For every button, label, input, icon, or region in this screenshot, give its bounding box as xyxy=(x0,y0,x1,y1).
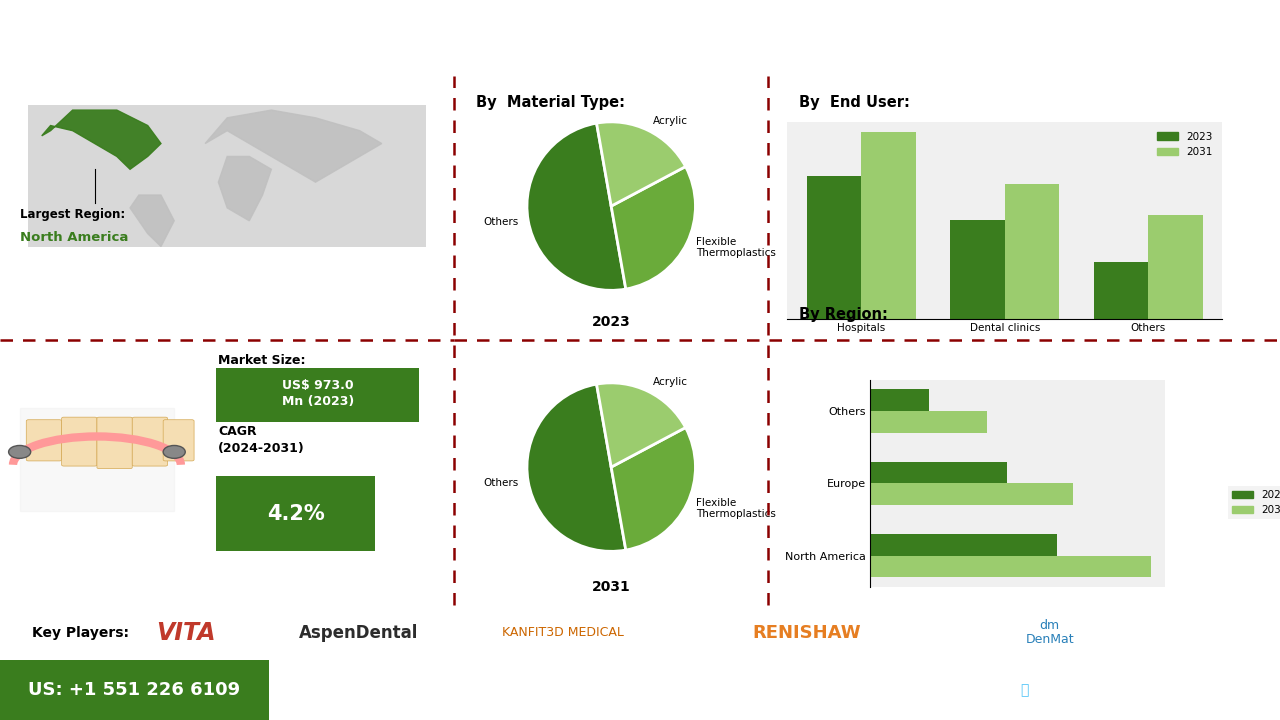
Wedge shape xyxy=(596,122,686,206)
FancyBboxPatch shape xyxy=(61,417,97,466)
Text: ⬛: ⬛ xyxy=(1020,683,1028,697)
FancyBboxPatch shape xyxy=(28,105,426,246)
Text: Key Players:: Key Players: xyxy=(32,626,129,639)
Bar xyxy=(870,411,987,433)
Text: North America: North America xyxy=(19,231,128,244)
Bar xyxy=(1148,215,1203,318)
Bar xyxy=(1093,261,1148,318)
Legend: 2023, 2031: 2023, 2031 xyxy=(1153,127,1217,161)
Circle shape xyxy=(9,446,31,459)
Text: By Region:: By Region: xyxy=(799,307,888,323)
Text: RENISHAW: RENISHAW xyxy=(753,624,860,642)
Text: By  End User:: By End User: xyxy=(799,95,910,110)
Text: CAGR
(2024-2031): CAGR (2024-2031) xyxy=(219,425,305,455)
Polygon shape xyxy=(219,156,271,221)
Bar xyxy=(806,176,861,318)
Bar xyxy=(861,132,916,318)
Bar xyxy=(870,534,1057,556)
FancyBboxPatch shape xyxy=(0,660,269,720)
Text: INSIGHT ACE ANALYTIC: INSIGHT ACE ANALYTIC xyxy=(1037,683,1216,697)
Text: Others: Others xyxy=(483,217,518,228)
Wedge shape xyxy=(527,123,626,290)
Circle shape xyxy=(163,446,186,459)
Text: KANFIT3D MEDICAL: KANFIT3D MEDICAL xyxy=(502,626,625,639)
Text: Market Size:: Market Size: xyxy=(219,354,306,367)
Legend: 2023, 2031: 2023, 2031 xyxy=(1229,486,1280,520)
Text: Flexible
Thermoplastics: Flexible Thermoplastics xyxy=(696,498,776,519)
Wedge shape xyxy=(612,166,695,289)
Text: Acrylic: Acrylic xyxy=(653,377,687,387)
Text: US$ 973.0
Mn (2023): US$ 973.0 Mn (2023) xyxy=(282,379,353,408)
FancyBboxPatch shape xyxy=(97,417,132,469)
Bar xyxy=(870,483,1073,505)
Bar xyxy=(950,220,1005,318)
Text: Others: Others xyxy=(483,479,518,488)
Text: By  Material Type:: By Material Type: xyxy=(476,95,625,110)
Text: dm
DenMat: dm DenMat xyxy=(1025,619,1074,646)
Bar xyxy=(870,462,1006,483)
Text: US: +1 551 226 6109: US: +1 551 226 6109 xyxy=(28,681,241,699)
Text: Email: info@insightaceanalytic.com: Email: info@insightaceanalytic.com xyxy=(465,683,739,698)
Text: 2023: 2023 xyxy=(591,315,631,329)
Bar xyxy=(1005,184,1060,318)
FancyBboxPatch shape xyxy=(132,417,168,466)
Bar xyxy=(870,390,929,411)
FancyBboxPatch shape xyxy=(27,420,61,461)
Text: Flexible
Thermoplastics: Flexible Thermoplastics xyxy=(696,237,776,258)
Polygon shape xyxy=(205,110,381,182)
Wedge shape xyxy=(612,428,695,550)
Wedge shape xyxy=(596,383,686,467)
Wedge shape xyxy=(527,384,626,552)
Text: Largest Region:: Largest Region: xyxy=(19,208,125,221)
Text: 4.2%: 4.2% xyxy=(266,504,325,523)
Text: Removable Partial Dentures Market Research Report: Removable Partial Dentures Market Resear… xyxy=(288,26,992,50)
Polygon shape xyxy=(42,110,161,169)
FancyBboxPatch shape xyxy=(216,477,375,551)
Bar xyxy=(870,556,1151,577)
Text: AspenDental: AspenDental xyxy=(298,624,419,642)
Text: Acrylic: Acrylic xyxy=(653,117,687,126)
Text: VITA: VITA xyxy=(156,621,215,644)
Polygon shape xyxy=(131,195,174,246)
FancyBboxPatch shape xyxy=(216,368,420,423)
FancyBboxPatch shape xyxy=(163,420,195,461)
Text: 2031: 2031 xyxy=(591,580,631,594)
